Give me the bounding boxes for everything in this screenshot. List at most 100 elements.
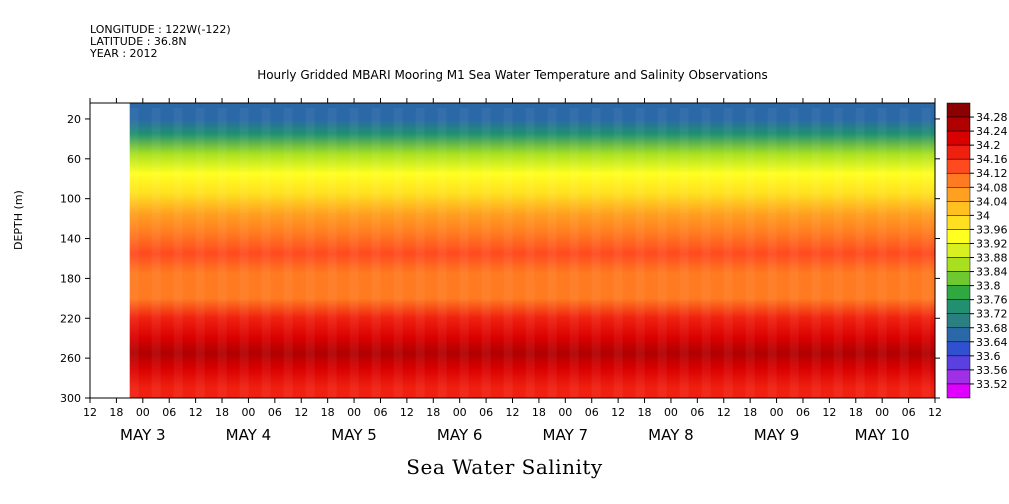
field-texture-stripe [789, 108, 799, 398]
x-tick-label: 12 [611, 406, 625, 419]
field-texture-stripe [151, 108, 161, 398]
x-tick-label: 18 [109, 406, 123, 419]
x-day-label: MAY 3 [120, 426, 166, 444]
colorbar-label: 33.52 [976, 378, 1008, 391]
colorbar-swatch [946, 383, 971, 399]
year-label: YEAR : 2012 [90, 47, 158, 60]
colorbar-label: 33.72 [976, 308, 1008, 321]
field-texture-stripe [195, 108, 205, 398]
x-day-label: MAY 10 [855, 426, 910, 444]
colorbar-label: 34.04 [976, 195, 1008, 208]
field-texture-stripe [745, 108, 755, 398]
colorbar-swatch [946, 172, 971, 188]
field-texture-stripe [569, 108, 579, 398]
field-texture-stripe [371, 108, 381, 398]
chart-title: Hourly Gridded MBARI Mooring M1 Sea Wate… [257, 68, 768, 82]
colorbar-label: 33.96 [976, 223, 1008, 236]
colorbar-label: 33.56 [976, 364, 1008, 377]
field-texture-stripe [437, 108, 447, 398]
field-texture-stripe [327, 108, 337, 398]
field-texture-stripe [305, 108, 315, 398]
field-texture-stripe [239, 108, 249, 398]
field-texture-stripe [525, 108, 535, 398]
y-tick-label: 20 [67, 113, 81, 126]
colorbar-swatch [946, 299, 971, 314]
colorbar-label: 34.08 [976, 181, 1008, 194]
colorbar-swatch [946, 187, 971, 202]
field-texture-stripe [767, 108, 777, 398]
field-texture-stripe [261, 108, 271, 398]
field-texture-stripe [877, 108, 887, 398]
field-texture-stripe [921, 108, 931, 398]
x-tick-label: 00 [875, 406, 889, 419]
field-texture-stripe [173, 108, 183, 398]
field-texture-stripe [547, 108, 557, 398]
x-tick-label: 06 [796, 406, 810, 419]
x-tick-label: 06 [373, 406, 387, 419]
colorbar-swatch [946, 341, 971, 357]
x-tick-label: 12 [822, 406, 836, 419]
x-day-label: MAY 9 [754, 426, 800, 444]
colorbar-label: 34.28 [976, 111, 1008, 124]
x-tick-label: 00 [347, 406, 361, 419]
x-tick-label: 18 [638, 406, 652, 419]
field-texture-stripe [217, 108, 227, 398]
colorbar-swatch [946, 243, 971, 258]
x-tick-label: 12 [506, 406, 520, 419]
x-tick-label: 00 [558, 406, 572, 419]
field-texture-stripe [899, 108, 909, 398]
x-tick-label: 18 [215, 406, 229, 419]
field-texture-stripe [635, 108, 645, 398]
x-tick-label: 06 [902, 406, 916, 419]
colorbar-swatch [946, 285, 971, 300]
colorbar-label: 33.92 [976, 237, 1008, 250]
x-tick-label: 18 [426, 406, 440, 419]
field-texture-stripe [855, 108, 865, 398]
colorbar-label: 33.76 [976, 294, 1008, 307]
x-day-label: MAY 5 [331, 426, 377, 444]
x-tick-label: 12 [928, 406, 942, 419]
colorbar-swatch [946, 369, 971, 385]
x-tick-label: 06 [162, 406, 176, 419]
x-tick-label: 18 [849, 406, 863, 419]
x-day-label: MAY 7 [543, 426, 589, 444]
x-tick-label: 06 [690, 406, 704, 419]
y-tick-label: 180 [60, 272, 81, 285]
x-tick-label: 12 [717, 406, 731, 419]
colorbar-swatch [946, 130, 971, 146]
field-texture-stripe [591, 108, 601, 398]
colorbar-swatch [946, 313, 971, 329]
colorbar-label: 34.24 [976, 125, 1008, 138]
no-data-region [90, 103, 130, 398]
colorbar-swatch [946, 215, 971, 230]
x-tick-label: 00 [770, 406, 784, 419]
colorbar-swatch [946, 144, 971, 160]
colorbar-label: 33.88 [976, 252, 1008, 265]
colorbar: 34.2834.2434.234.1634.1234.0834.043433.9… [946, 102, 1008, 399]
field-texture-stripe [129, 108, 139, 398]
x-tick-label: 12 [294, 406, 308, 419]
field-texture-stripe [503, 108, 513, 398]
x-tick-label: 06 [268, 406, 282, 419]
colorbar-label: 34.16 [976, 153, 1008, 166]
colorbar-swatch [946, 158, 971, 174]
colorbar-label: 34.2 [976, 139, 1001, 152]
colorbar-swatch [946, 257, 971, 272]
x-tick-label: 00 [136, 406, 150, 419]
chart-footer-label: Sea Water Salinity [406, 455, 603, 479]
colorbar-swatch [946, 201, 971, 216]
field-texture-stripe [679, 108, 689, 398]
colorbar-label: 34 [976, 209, 990, 222]
field-texture-stripe [657, 108, 667, 398]
colorbar-swatch [946, 102, 971, 118]
y-tick-label: 140 [60, 233, 81, 246]
field-texture-stripe [349, 108, 359, 398]
x-tick-label: 18 [743, 406, 757, 419]
x-tick-label: 12 [189, 406, 203, 419]
field-texture-stripe [393, 108, 403, 398]
colorbar-label: 33.68 [976, 322, 1008, 335]
x-tick-label: 00 [241, 406, 255, 419]
field-texture-stripe [723, 108, 733, 398]
